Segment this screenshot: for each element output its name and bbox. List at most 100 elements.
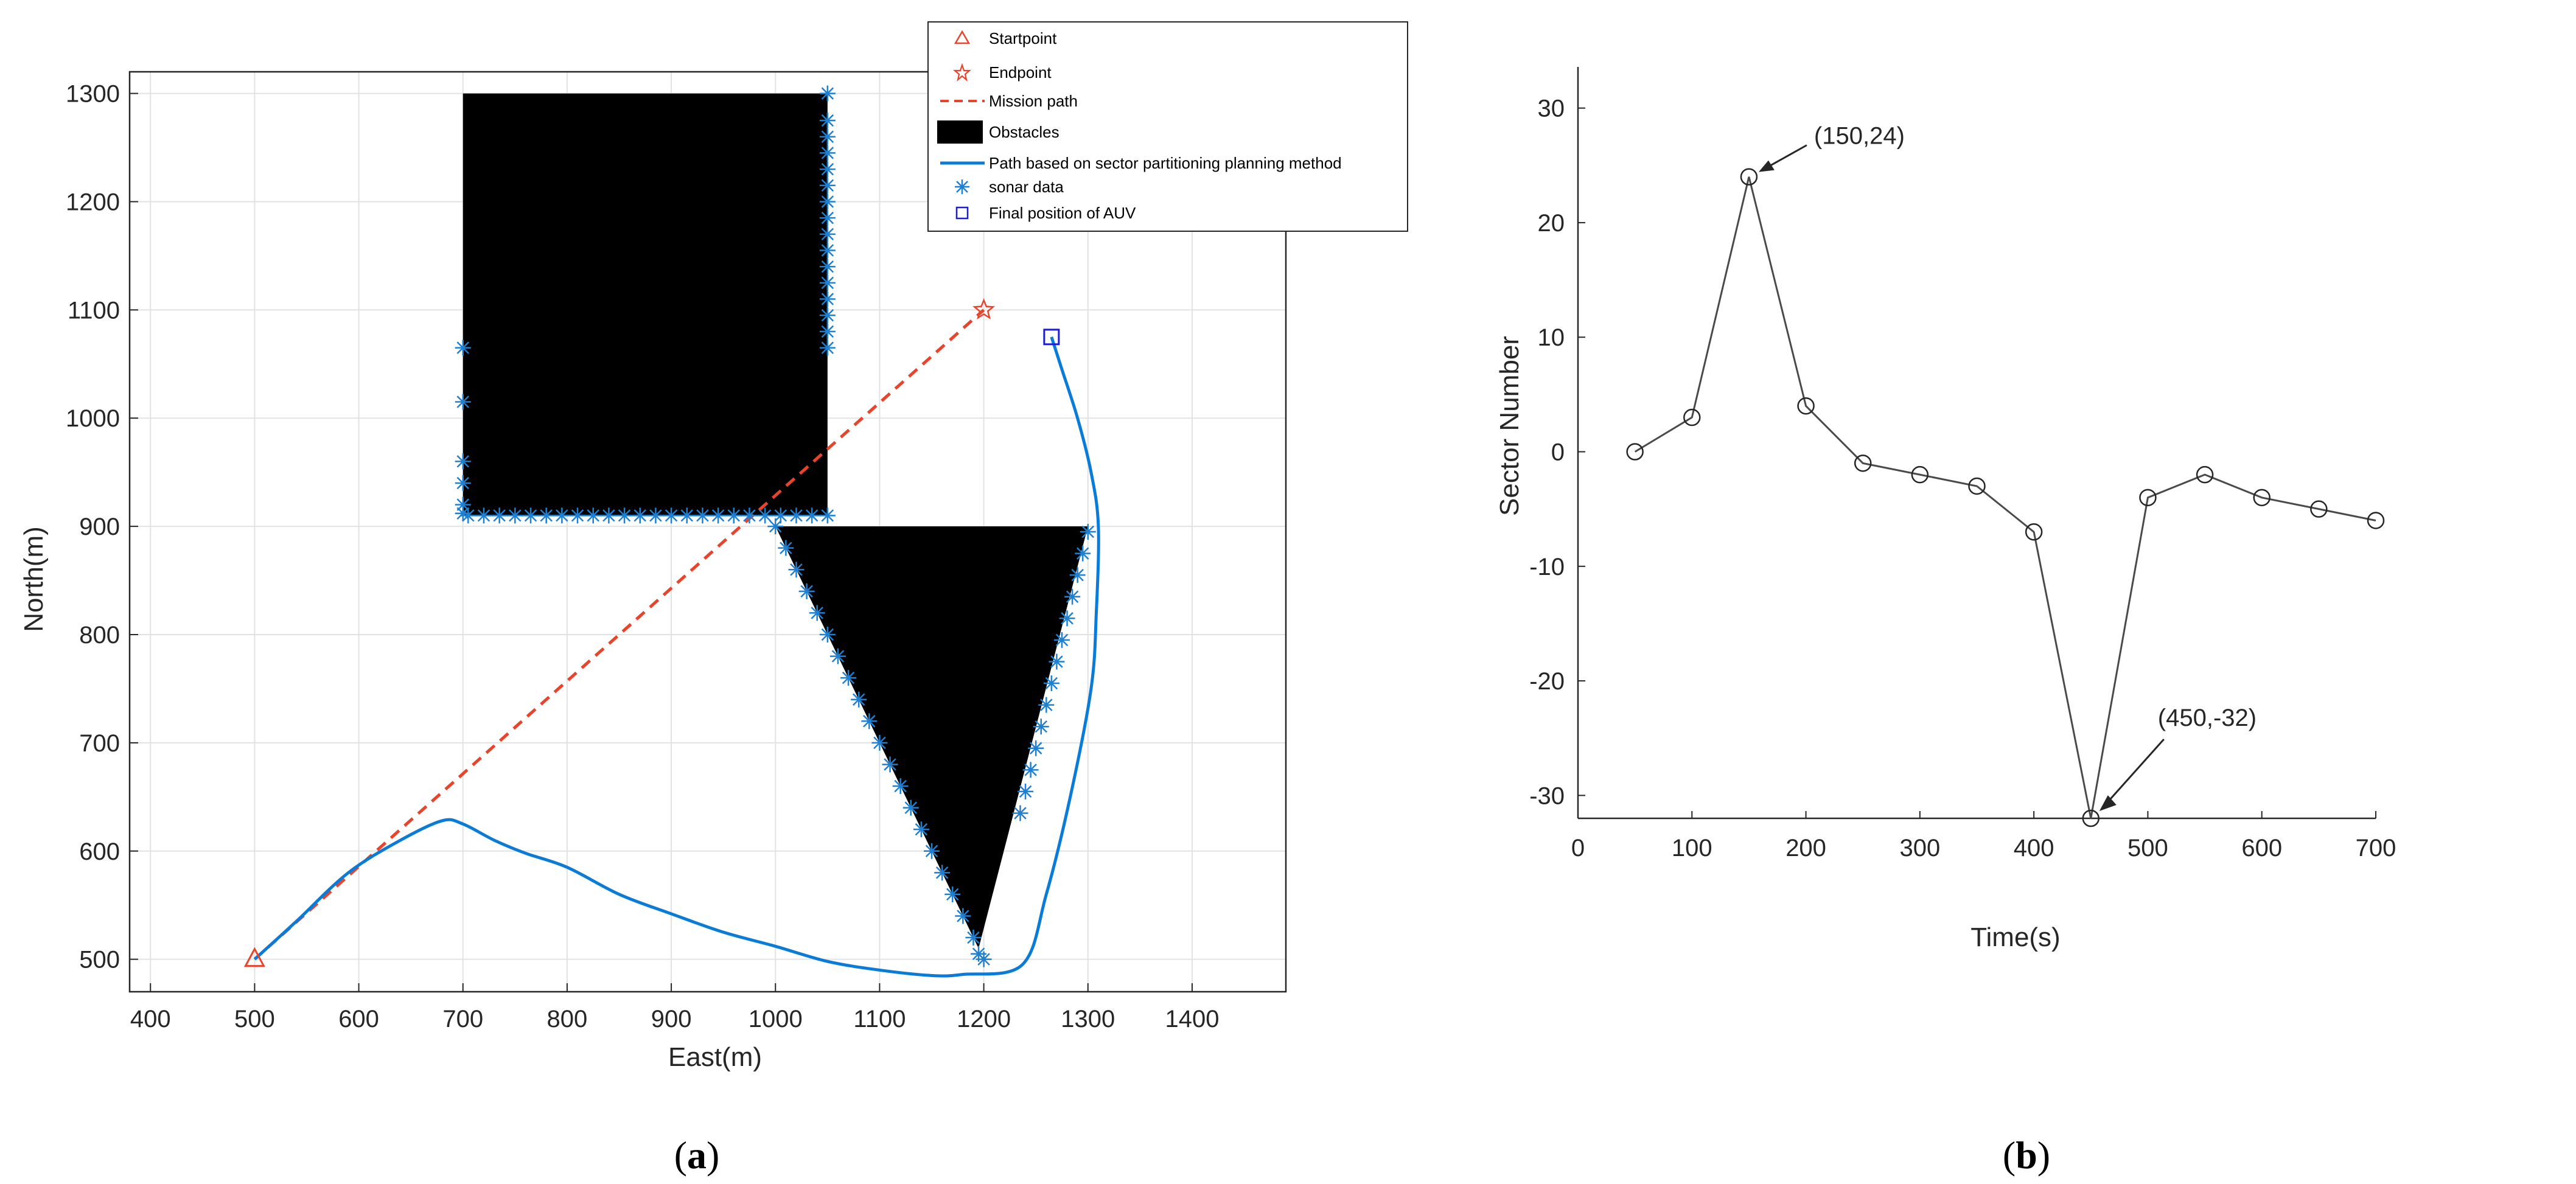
data-point (2367, 512, 2385, 529)
sonar-point (694, 507, 711, 524)
sonar-point (455, 340, 471, 356)
sonar-point (882, 756, 898, 773)
chart-a-mission-path (253, 308, 985, 961)
y-tick-label: 900 (79, 514, 120, 540)
sonar-point (1049, 653, 1065, 670)
y-tick-label: 1000 (66, 405, 120, 432)
data-point (2139, 489, 2157, 507)
sonar-point (851, 691, 867, 708)
chart-a-markers (243, 298, 1060, 967)
sonar-point (460, 507, 476, 524)
y-tick-label: 20 (1538, 210, 1565, 237)
sonar-point (819, 145, 836, 161)
chart-a-frame (128, 71, 1287, 993)
data-point (1683, 408, 1701, 427)
y-tick-label: 0 (1551, 439, 1565, 466)
y-tick-label: 800 (79, 622, 120, 649)
annotation-label-peak: (150,24) (1814, 123, 1905, 150)
annotation-arrowhead-peak (1758, 160, 1775, 172)
sonar-point (570, 507, 586, 524)
y-tick-label: 10 (1538, 324, 1565, 351)
x-tick-label: 1000 (749, 1006, 803, 1033)
x-tick-label: 300 (1899, 835, 1940, 862)
sonar-point (819, 507, 836, 524)
x-tick-label: 400 (2014, 835, 2054, 862)
sonar-point (840, 670, 857, 686)
sonar-point (788, 507, 805, 524)
sonar-point (778, 540, 794, 556)
obstacle-triangle (775, 526, 1088, 949)
legend-label-obstacles: Obstacles (989, 123, 1059, 141)
sonar-point (819, 242, 836, 259)
sonar-point (934, 865, 951, 881)
legend-startpoint-icon (954, 30, 971, 44)
sonar-point (819, 210, 836, 226)
x-tick-label: 500 (234, 1006, 275, 1033)
x-tick-label: 800 (547, 1006, 588, 1033)
sonar-point (1080, 524, 1096, 540)
y-tick-label: 500 (79, 947, 120, 973)
legend-box (927, 21, 1408, 232)
sonar-point (819, 291, 836, 307)
chart-b-axes (1577, 67, 2376, 820)
sonar-point (710, 507, 727, 524)
panel-label-a: (a) (674, 1134, 720, 1177)
chart-a-y-axis-label: North(m) (19, 526, 49, 632)
data-point (2025, 523, 2043, 541)
sonar-point (809, 605, 825, 621)
sonar-point (819, 113, 836, 129)
y-tick-label: 1300 (66, 81, 120, 108)
sonar-point (616, 507, 633, 524)
panel-label-b: (b) (2003, 1134, 2050, 1177)
legend-entry-final-position: Final position of AUV (955, 204, 1136, 222)
x-tick-label: 1300 (1061, 1006, 1115, 1033)
x-tick-label: 600 (2241, 835, 2282, 862)
sonar-point (829, 648, 846, 664)
sonar-point (1038, 697, 1055, 713)
x-tick-label: 900 (651, 1006, 692, 1033)
sonar-point (538, 507, 554, 524)
sonar-point (679, 507, 695, 524)
chart-a-auv-path (253, 336, 1100, 978)
sonar-point (1012, 805, 1028, 821)
sonar-point (944, 886, 961, 902)
legend-label-auv-path: Path based on sector partitioning planni… (989, 154, 1342, 172)
x-tick-label: 700 (442, 1006, 483, 1033)
sonar-point (788, 562, 805, 578)
sonar-point (1017, 783, 1034, 799)
sonar-point (663, 507, 680, 524)
legend-entry-sonar-data: sonar data (955, 178, 1064, 196)
y-tick-label: 1100 (68, 297, 120, 324)
sonar-point (772, 507, 789, 524)
sonar-point (798, 583, 815, 599)
sonar-point (819, 307, 836, 324)
chart-b-annotations: (150,24) (450,-32) (1758, 123, 2257, 811)
sonar-point (861, 713, 878, 730)
sonar-point (632, 507, 648, 524)
x-tick-label: 200 (1785, 835, 1826, 862)
data-point (1854, 454, 1872, 472)
sonar-point (819, 274, 836, 291)
data-point (1797, 397, 1815, 415)
legend-label-startpoint: Startpoint (989, 29, 1057, 47)
final-position-marker (1043, 329, 1060, 346)
sonar-point (819, 177, 836, 193)
data-point (1911, 465, 1929, 484)
y-tick-label: 700 (79, 730, 120, 757)
x-tick-label: 600 (338, 1006, 379, 1033)
chart-a-sonar-data (455, 85, 1096, 967)
sonar-point (507, 507, 523, 524)
sonar-point (1043, 675, 1059, 692)
sonar-point (601, 507, 617, 524)
sonar-point (491, 507, 508, 524)
sonar-point (455, 453, 471, 470)
sonar-point (1053, 632, 1070, 648)
sonar-point (647, 507, 664, 524)
sonar-point (819, 626, 836, 642)
legend-label-sonar-data: sonar data (989, 178, 1064, 196)
sonar-point (757, 507, 773, 524)
sonar-point (924, 843, 940, 859)
sonar-point (976, 951, 992, 967)
legend-label-endpoint: Endpoint (989, 63, 1052, 82)
startpoint-marker (243, 947, 265, 967)
